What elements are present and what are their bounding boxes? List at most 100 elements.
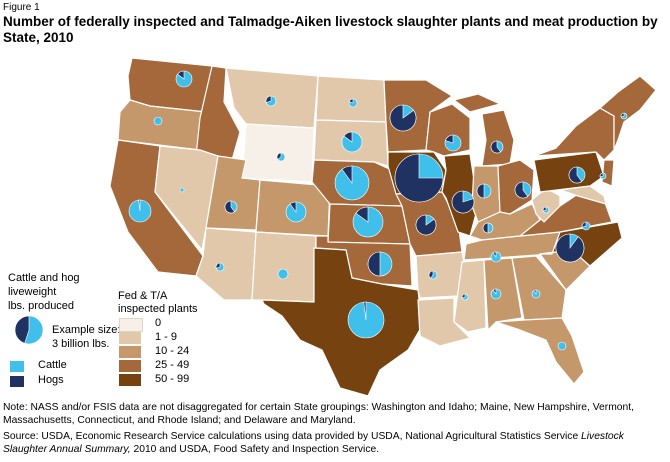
state-mississippi	[453, 259, 487, 333]
hogs-slice	[476, 183, 485, 199]
production-pie	[153, 116, 163, 126]
hogs-slice	[451, 190, 475, 214]
hogs-slice	[394, 153, 444, 203]
hogs-slice	[341, 165, 353, 184]
production-pie	[175, 70, 193, 88]
us-map	[14, 57, 657, 397]
hogs-slice	[599, 172, 604, 178]
source-text: Source: USDA, Economic Research Service …	[3, 431, 624, 455]
hogs-slice	[367, 251, 381, 277]
state-new-england	[599, 75, 657, 151]
hogs-slice	[568, 166, 583, 184]
example-size-text: Example size: 3 billion lbs.	[52, 324, 121, 350]
cattle-slice	[179, 187, 185, 193]
production-pie	[394, 153, 444, 203]
production-pie	[348, 98, 358, 108]
production-pie	[490, 140, 504, 154]
hogs-slice	[224, 200, 235, 214]
production-pie	[352, 206, 384, 238]
production-pie	[514, 181, 532, 199]
state-louisiana	[417, 297, 471, 347]
production-pie	[490, 288, 502, 300]
production-pie	[224, 200, 238, 214]
hogs-slice	[445, 134, 454, 144]
state-texas	[261, 247, 423, 397]
figure-label: Figure 1	[3, 2, 40, 13]
cattle-swatch	[10, 361, 24, 372]
production-pie	[277, 268, 289, 280]
production-pie	[265, 95, 277, 107]
state-alabama	[483, 257, 523, 331]
state-michigan	[481, 109, 515, 167]
hogs-slice	[348, 98, 354, 104]
state-pennsylvania	[533, 151, 605, 193]
hogs-slice	[428, 270, 434, 279]
hogs-slice	[542, 206, 547, 212]
production-pie	[179, 187, 185, 193]
state-florida	[495, 317, 585, 385]
cattle-slice	[557, 341, 567, 351]
hogs-slice	[215, 262, 221, 269]
hogs-slice	[620, 112, 625, 118]
production-pie	[461, 293, 469, 301]
production-pie	[276, 152, 286, 162]
hogs-slice	[289, 201, 297, 213]
production-pie	[568, 166, 586, 184]
production-pie	[599, 172, 607, 180]
state-michigan-up	[453, 93, 501, 113]
production-pie	[285, 201, 307, 223]
production-pie	[215, 262, 225, 272]
bin-swatch	[119, 332, 141, 344]
production-pie	[128, 199, 152, 223]
state-delaware-maryland	[559, 185, 607, 205]
production-legend-title: Cattle and hog liveweight lbs. produced	[8, 272, 80, 312]
bin-swatch	[119, 318, 143, 332]
hogs-slice	[581, 221, 587, 228]
hogs-slice	[138, 199, 141, 212]
state-north-dakota	[315, 75, 387, 123]
production-pie	[482, 222, 494, 234]
production-pie	[581, 221, 591, 231]
hogs-swatch	[10, 376, 24, 387]
hogs-slice	[514, 181, 529, 199]
bin-swatch	[119, 374, 141, 386]
state-idaho	[195, 65, 241, 161]
hogs-slice	[555, 233, 585, 263]
state-new-mexico	[251, 231, 317, 303]
production-pie	[476, 183, 492, 199]
hogs-label: Hogs	[38, 374, 64, 386]
production-pie	[531, 289, 541, 299]
hogs-slice	[389, 104, 417, 132]
hogs-slice	[533, 289, 537, 295]
hogs-slice	[14, 315, 30, 344]
hogs-slice	[461, 293, 466, 299]
hogs-slice	[482, 222, 489, 234]
cattle-label: Cattle	[38, 359, 67, 371]
hogs-slice	[492, 251, 497, 258]
production-pie	[341, 131, 363, 153]
cattle-slice	[153, 116, 163, 126]
hogs-slice	[177, 70, 185, 80]
hogs-slice	[343, 131, 353, 143]
production-pie	[415, 214, 437, 236]
hogs-slice	[276, 152, 282, 160]
state-arizona	[195, 227, 257, 301]
production-pie	[334, 165, 370, 201]
hogs-slice	[415, 214, 437, 236]
production-pie	[557, 341, 567, 351]
production-pie	[555, 233, 585, 263]
production-pies	[128, 70, 628, 351]
state-wyoming	[241, 123, 315, 183]
hogs-slice	[355, 206, 369, 223]
production-pie	[542, 206, 550, 214]
cattle-slice	[277, 268, 289, 280]
hogs-slice	[490, 140, 501, 154]
production-pie	[347, 301, 385, 339]
bin-swatch	[119, 360, 141, 372]
production-pie	[490, 251, 502, 263]
hogs-slice	[492, 288, 497, 295]
state-arkansas	[415, 251, 465, 299]
state-georgia	[511, 255, 567, 321]
hogs-slice	[363, 301, 367, 321]
production-pie	[451, 190, 475, 214]
